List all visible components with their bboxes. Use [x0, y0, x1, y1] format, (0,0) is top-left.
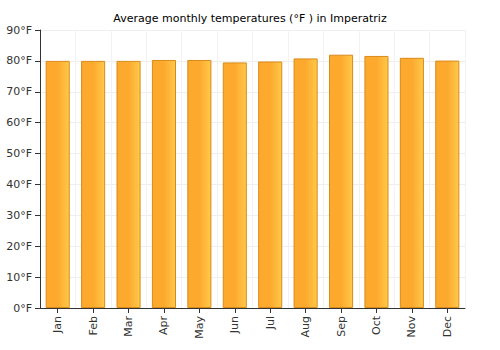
svg-text:Feb: Feb	[87, 316, 100, 335]
svg-text:30°F: 30°F	[6, 209, 32, 222]
svg-text:Jun: Jun	[228, 316, 241, 334]
svg-text:Nov: Nov	[405, 316, 418, 338]
svg-text:Oct: Oct	[370, 315, 383, 335]
svg-text:10°F: 10°F	[6, 271, 32, 284]
svg-text:Average monthly temperatures (: Average monthly temperatures (°F ) in Im…	[113, 12, 387, 25]
svg-text:70°F: 70°F	[6, 85, 32, 98]
svg-text:Aug: Aug	[299, 316, 312, 337]
svg-text:20°F: 20°F	[6, 240, 32, 253]
svg-text:Sep: Sep	[335, 316, 348, 337]
svg-text:50°F: 50°F	[6, 147, 32, 160]
svg-text:90°F: 90°F	[6, 24, 32, 37]
svg-text:60°F: 60°F	[6, 116, 32, 129]
svg-text:Apr: Apr	[157, 316, 170, 336]
svg-text:80°F: 80°F	[6, 54, 32, 67]
svg-text:Jul: Jul	[264, 316, 277, 330]
svg-text:May: May	[193, 316, 206, 339]
svg-text:Dec: Dec	[441, 316, 454, 337]
svg-text:0°F: 0°F	[13, 302, 32, 315]
svg-text:Jan: Jan	[51, 316, 64, 334]
svg-text:Mar: Mar	[122, 316, 135, 337]
svg-text:40°F: 40°F	[6, 178, 32, 191]
